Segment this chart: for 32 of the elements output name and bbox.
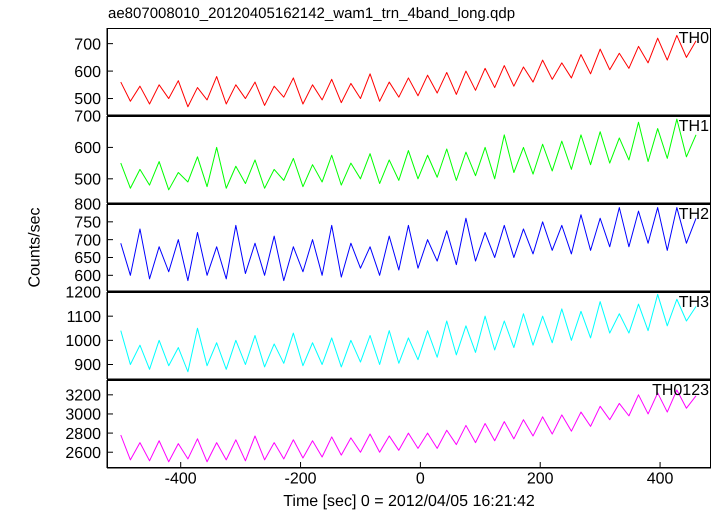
- y-tick-label: 600: [74, 64, 102, 81]
- y-tick-label: 3200: [65, 388, 102, 405]
- y-tick-label: 500: [74, 91, 102, 108]
- y-axis-title: Counts/sec: [26, 207, 44, 288]
- y-tick-label: 600: [74, 268, 102, 285]
- y-tick-label: 2800: [65, 426, 102, 443]
- y-tick-label: 2600: [65, 444, 102, 462]
- y-tick-label: 500: [74, 171, 102, 188]
- y-tick-label: 1100: [66, 308, 102, 326]
- y-tick-label: 1000: [65, 333, 102, 350]
- series-label: TH0123: [652, 382, 709, 400]
- series-label: TH3: [678, 294, 709, 312]
- series-label: TH2: [678, 206, 709, 224]
- series-label: TH1: [678, 118, 709, 136]
- y-tick-label: 800: [74, 196, 102, 214]
- chart-title: ae807008010_20120405162142_wam1_trn_4band_long.qdp: [108, 5, 516, 22]
- x-tick-label: -200: [284, 470, 317, 488]
- y-tick-label: 750: [74, 214, 102, 232]
- series-label: TH0: [678, 30, 709, 48]
- x-tick-label: 0: [416, 470, 425, 488]
- y-tick-label: 3000: [65, 406, 102, 424]
- x-axis-title: Time [sec] 0 = 2012/04/05 16:21:42: [283, 493, 535, 510]
- y-tick-label: 900: [74, 357, 102, 374]
- y-tick-label: 700: [74, 232, 102, 250]
- y-tick-label: 700: [74, 36, 102, 54]
- x-tick-label: 200: [526, 470, 554, 488]
- x-tick-label: -400: [164, 470, 197, 488]
- y-tick-label: 600: [74, 140, 102, 158]
- y-tick-label: 1200: [65, 284, 102, 302]
- y-tick-label: 650: [74, 250, 102, 268]
- x-tick-label: 400: [646, 470, 674, 488]
- y-tick-label: 700: [74, 108, 102, 126]
